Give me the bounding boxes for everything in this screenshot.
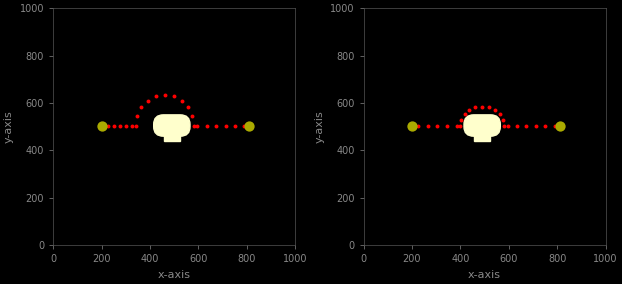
Point (211, 123, 221, 128)
Point (490, 108, 500, 112)
Point (177, 98, 187, 103)
Point (503, 123, 513, 128)
X-axis label: x-axis: x-axis (158, 270, 191, 280)
Point (142, 98, 152, 103)
Point (202, 123, 211, 128)
Point (109, 123, 119, 128)
FancyBboxPatch shape (464, 115, 500, 136)
Point (127, 123, 137, 128)
Point (455, 123, 465, 128)
Point (531, 123, 541, 128)
Point (407, 123, 417, 128)
Point (115, 123, 125, 128)
Point (460, 112, 470, 117)
Point (498, 117, 508, 122)
Point (103, 123, 113, 128)
FancyBboxPatch shape (154, 115, 190, 136)
Point (183, 105, 193, 110)
Point (169, 94, 179, 99)
Point (550, 123, 560, 128)
Bar (164, 134, 180, 141)
Point (96, 123, 106, 128)
Point (470, 105, 480, 110)
Point (221, 123, 231, 128)
Point (555, 123, 565, 128)
Point (484, 105, 494, 110)
Point (442, 123, 452, 128)
Y-axis label: y-axis: y-axis (315, 110, 325, 143)
Point (239, 123, 249, 128)
Point (423, 123, 433, 128)
Y-axis label: y-axis: y-axis (4, 110, 14, 143)
Point (188, 123, 198, 128)
Point (187, 114, 197, 118)
Point (457, 117, 466, 122)
Point (512, 123, 522, 128)
Point (244, 123, 254, 128)
Point (465, 108, 475, 112)
Point (131, 123, 141, 128)
Point (413, 123, 423, 128)
X-axis label: x-axis: x-axis (468, 270, 501, 280)
Point (477, 104, 487, 109)
Point (132, 114, 142, 118)
Point (499, 123, 509, 128)
Point (230, 123, 240, 128)
Point (452, 123, 462, 128)
Point (121, 123, 131, 128)
Point (521, 123, 531, 128)
Point (192, 123, 202, 128)
Point (136, 105, 146, 110)
Point (541, 123, 550, 128)
Point (432, 123, 442, 128)
Point (151, 94, 160, 99)
Point (494, 112, 504, 117)
Point (160, 92, 170, 97)
Bar (475, 134, 490, 141)
